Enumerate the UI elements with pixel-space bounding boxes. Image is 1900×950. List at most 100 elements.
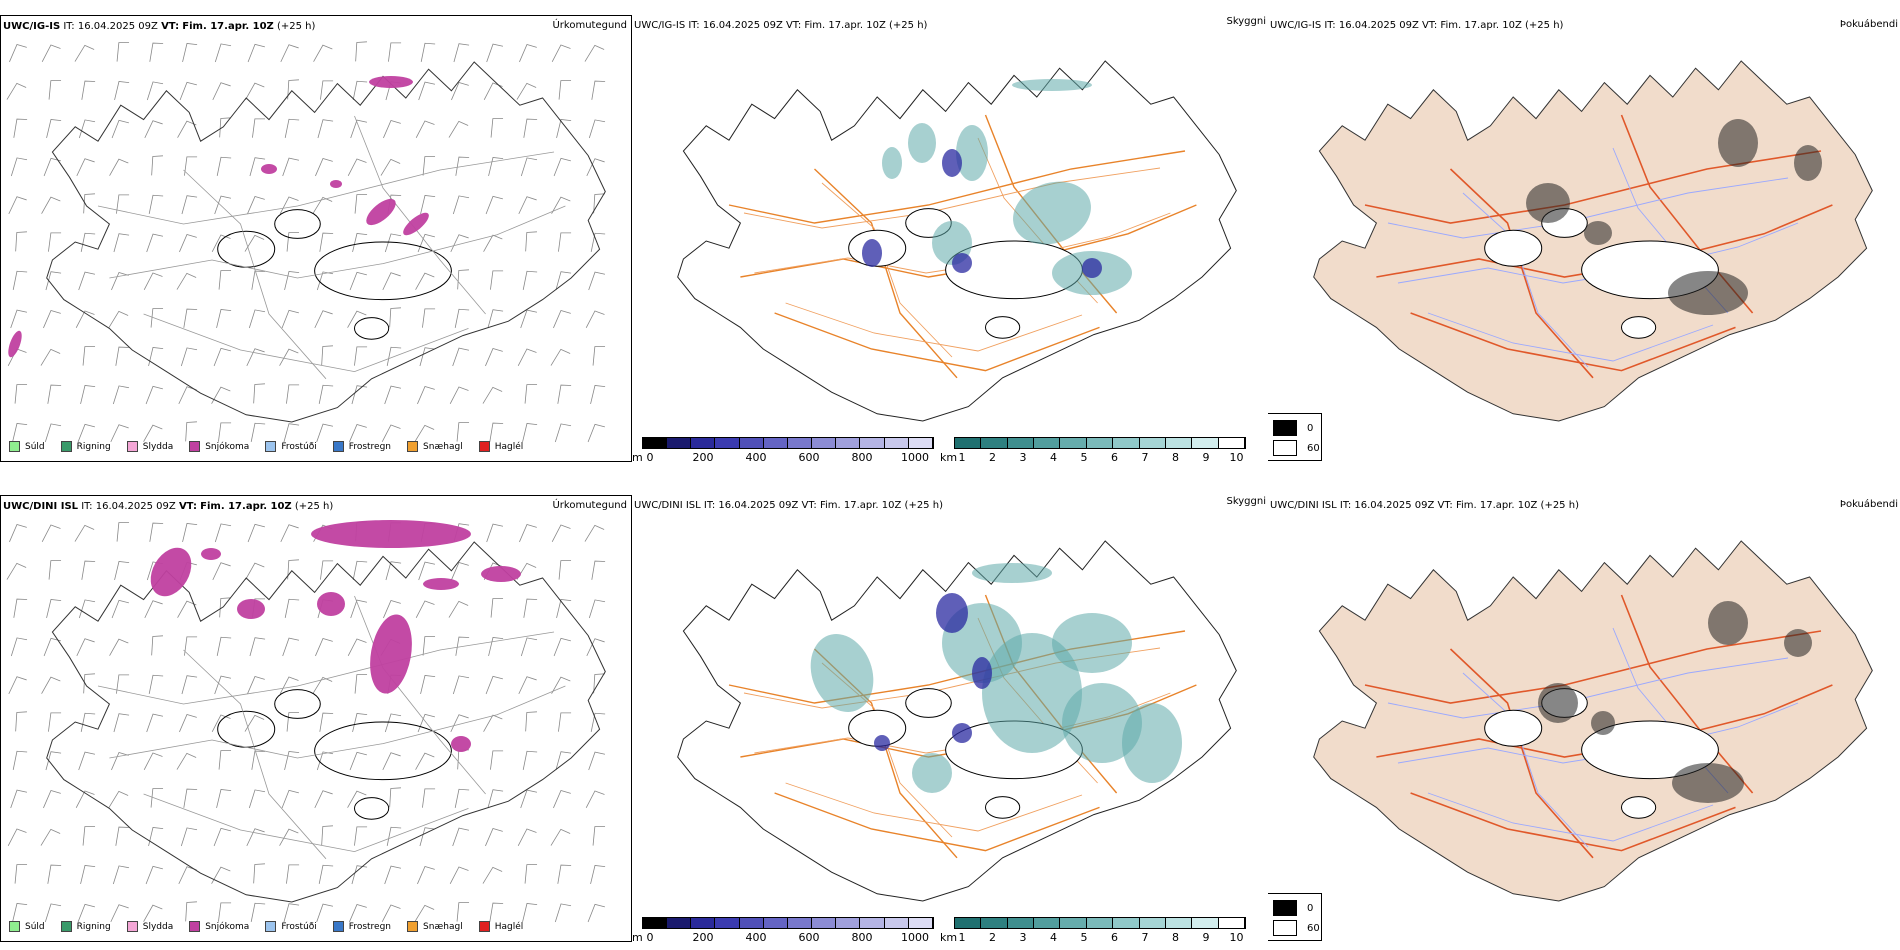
fog-legend-row: 0	[1273, 900, 1313, 916]
wind-barb	[46, 119, 62, 139]
wind-barb	[351, 385, 368, 405]
wind-barb	[150, 787, 164, 808]
glacier-outline	[985, 316, 1021, 339]
wind-barb	[143, 272, 163, 290]
wind-barb	[321, 825, 333, 846]
wind-barb	[41, 196, 61, 214]
wind-barb	[280, 524, 299, 543]
height-colorbar: m 0 200 400 600 800 1000	[632, 437, 934, 462]
low-visibility-core	[952, 723, 972, 743]
wind-barb	[109, 158, 129, 176]
low-visibility-area	[1012, 79, 1092, 91]
wind-barb	[143, 904, 163, 922]
road-line	[143, 313, 469, 373]
fog-indicator-area	[1784, 629, 1812, 657]
wind-barb	[422, 788, 436, 808]
wind-barb	[113, 713, 130, 733]
legend-label: Slydda	[142, 921, 174, 932]
colorbar-tick-label: 5	[1080, 931, 1088, 942]
colorbar-segment	[1113, 918, 1140, 928]
legend-swatch	[9, 921, 20, 932]
legend-swatch	[60, 921, 72, 932]
colorbar-segment	[1060, 438, 1087, 448]
wind-barb	[247, 43, 265, 63]
wind-barb	[41, 44, 61, 62]
precip-legend-item: Frostúði	[265, 441, 317, 452]
legend-swatch	[189, 921, 201, 932]
wind-barb	[350, 119, 368, 139]
wind-barb	[48, 232, 62, 252]
colorbar-unit: m	[632, 451, 643, 462]
wind-barb	[14, 383, 28, 404]
wind-barb	[550, 348, 571, 366]
low-visibility-core	[936, 593, 968, 633]
wind-barb	[449, 866, 469, 884]
wind-barb	[7, 828, 27, 846]
wind-barb	[520, 157, 538, 177]
wind-barb	[182, 43, 198, 63]
precip-map	[6, 41, 606, 443]
wind-barb	[593, 673, 605, 694]
snow-area	[8, 330, 22, 358]
colorbar-segment	[643, 438, 668, 448]
wind-barb	[211, 386, 231, 404]
wind-barb	[108, 790, 129, 808]
colorbar-segment	[739, 438, 764, 448]
colorbar-segment	[955, 438, 982, 448]
fog-legend-swatch	[1273, 440, 1297, 456]
wind-barb	[519, 44, 537, 63]
colorbar-tick-label: 1	[958, 451, 966, 462]
wind-barb	[381, 904, 401, 922]
legend-label: Frostúði	[281, 441, 317, 452]
fog-legend-swatch	[1273, 920, 1297, 936]
wind-barb	[380, 158, 401, 176]
wind-barb	[284, 271, 300, 291]
wind-barb	[456, 901, 470, 922]
colorbar-tick-label: 0	[646, 451, 654, 462]
snow-area	[451, 736, 471, 752]
wind-barb	[418, 561, 436, 581]
fog-legend-label: 60	[1307, 922, 1320, 934]
wind-barb	[214, 675, 232, 695]
wind-barb	[489, 422, 504, 442]
wind-barb	[551, 676, 571, 694]
wind-barb	[48, 559, 62, 580]
precip-legend-item: Súld	[9, 921, 45, 932]
wind-barb	[145, 865, 163, 885]
colorbar-segment	[667, 918, 692, 928]
wind-barb	[214, 195, 232, 215]
colorbar-tick-label: 2	[989, 931, 996, 942]
wind-barb	[351, 865, 368, 885]
wind-barb	[415, 600, 435, 618]
wind-barb	[419, 347, 436, 367]
fog-legend-swatch	[1273, 900, 1297, 916]
legend-swatch	[478, 921, 490, 932]
wind-barb	[245, 82, 265, 100]
legend-swatch	[60, 441, 72, 452]
wind-barb	[321, 345, 333, 366]
wind-barb	[47, 864, 62, 884]
wind-barb	[320, 560, 334, 580]
wind-barb	[40, 828, 61, 846]
wind-barb	[286, 864, 300, 884]
wind-barb	[247, 523, 265, 543]
panel-title: Þokuábendi	[1839, 19, 1898, 30]
wind-barb	[487, 309, 504, 329]
panel-header: UWC/DINI ISL IT: 16.04.2025 09Z VT: Fim.…	[1270, 500, 1579, 511]
wind-barb	[586, 158, 605, 177]
visibility-map	[677, 60, 1237, 422]
low-visibility-core	[862, 239, 882, 267]
wind-barb	[525, 231, 537, 252]
wind-barb	[483, 714, 503, 732]
wind-barb	[518, 196, 537, 215]
visibility-map	[677, 540, 1237, 902]
colorbar-segment	[1165, 918, 1193, 928]
wind-barb	[179, 714, 197, 733]
colorbar-tick-label: 200	[692, 451, 714, 462]
wind-barb	[347, 310, 367, 328]
wind-barb	[490, 750, 504, 770]
river-line	[1462, 192, 1589, 368]
colorbar-segment	[1218, 438, 1245, 448]
wind-barb	[318, 384, 334, 404]
colorbar-segment	[1113, 438, 1140, 448]
